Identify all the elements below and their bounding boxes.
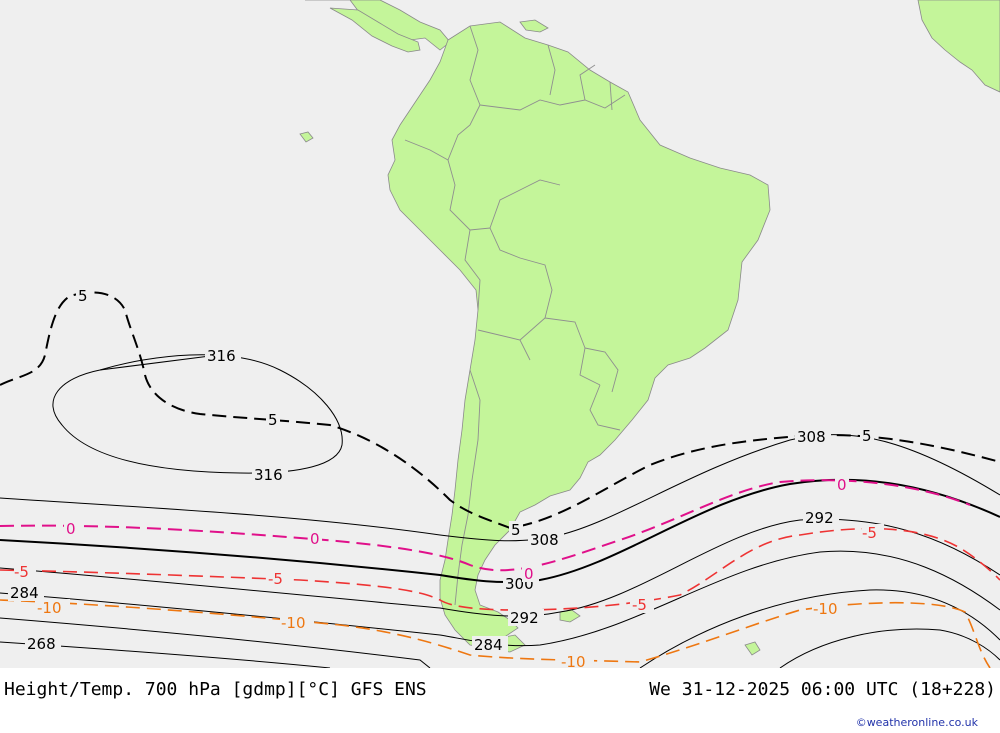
label-t0-c: 0 <box>524 565 534 583</box>
label-308-right: 308 <box>797 428 826 446</box>
land-antarctic-tip <box>744 641 761 656</box>
label-tm10-d: -10 <box>813 600 838 618</box>
label-292-right: 292 <box>805 509 834 527</box>
contour-276 <box>0 589 1000 668</box>
label-tm5-d: -5 <box>862 524 877 542</box>
label-284-left: 284 <box>10 584 39 602</box>
contour-292 <box>0 518 1000 617</box>
weather-map: 316 316 308 308 300 292 292 284 284 268 … <box>0 0 1000 668</box>
map-title: Height/Temp. 700 hPa [gdmp][°C] GFS ENS <box>4 679 427 700</box>
label-t0-d: 0 <box>837 476 847 494</box>
country-borders <box>404 25 626 606</box>
isotherm-zero <box>0 479 971 572</box>
land-galapagos <box>299 131 314 143</box>
credit-link[interactable]: ©weatheronline.co.uk <box>855 716 978 729</box>
label-t0-a: 0 <box>66 520 76 538</box>
land-south-america <box>387 21 771 649</box>
label-t0-b: 0 <box>310 530 320 548</box>
label-tm5-c: -5 <box>632 596 647 614</box>
isotherm-minus5 <box>0 527 1000 611</box>
contour-316-loop <box>52 354 343 474</box>
label-t5-b: 5 <box>268 411 278 429</box>
label-t5-d: 5 <box>862 427 872 445</box>
valid-time: We 31-12-2025 06:00 UTC (18+228) <box>649 679 996 700</box>
label-292-center: 292 <box>510 609 539 627</box>
label-t5-c: 5 <box>511 521 521 539</box>
map-caption-bar: Height/Temp. 700 hPa [gdmp][°C] GFS ENS … <box>0 668 1000 713</box>
label-t5-a: 5 <box>78 287 88 305</box>
land-layer <box>299 0 1000 656</box>
label-284-center: 284 <box>474 636 503 654</box>
label-tm5-a: -5 <box>14 563 29 581</box>
land-africa <box>917 0 1000 93</box>
isotherm-minus10 <box>0 599 991 668</box>
contour-labels: 316 316 308 308 300 292 292 284 284 268 … <box>8 287 884 668</box>
label-308-center: 308 <box>530 531 559 549</box>
label-268: 268 <box>27 635 56 653</box>
label-tm10-a: -10 <box>37 599 62 617</box>
label-tm10-b: -10 <box>281 614 306 632</box>
contour-316-upper <box>99 355 211 371</box>
land-caribbean <box>519 19 549 33</box>
land-central-america-south <box>329 7 421 53</box>
label-tm5-b: -5 <box>268 570 283 588</box>
contour-284 <box>0 550 1000 647</box>
label-316-top: 316 <box>207 347 236 365</box>
label-tm10-c: -10 <box>561 653 586 668</box>
label-316-bottom: 316 <box>254 466 283 484</box>
